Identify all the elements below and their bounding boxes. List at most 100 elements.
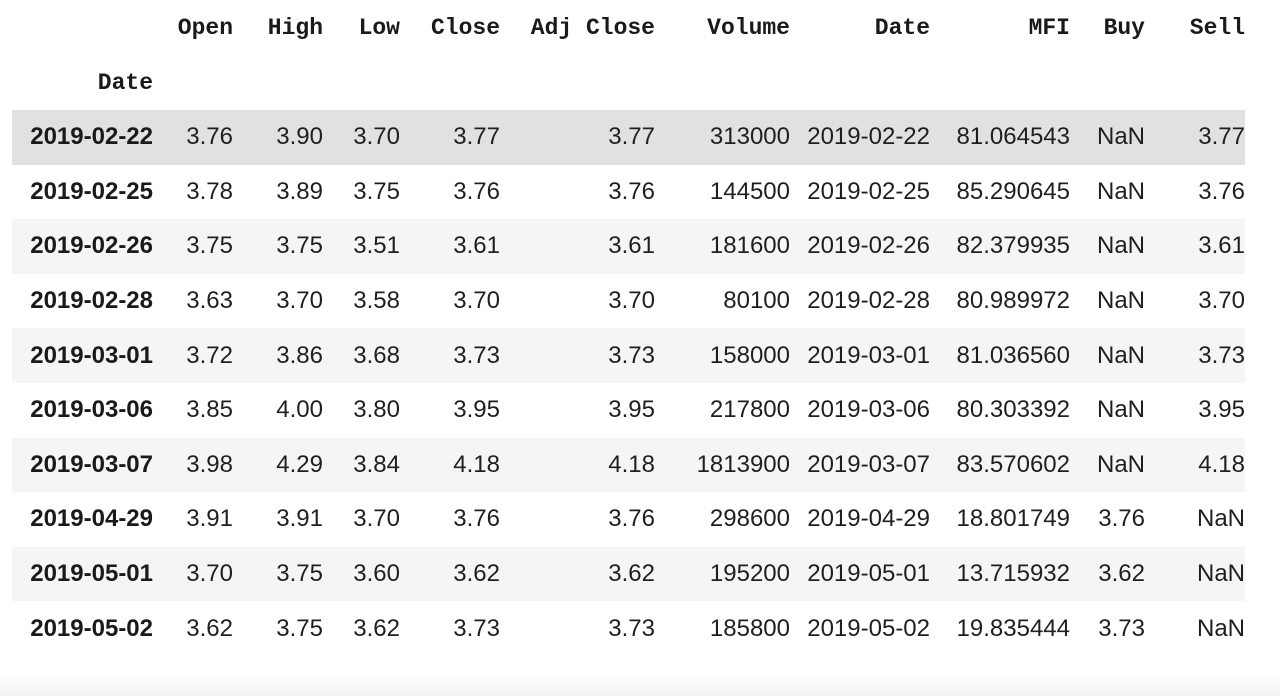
cell-date: 2019-03-07 [807,450,930,478]
index-name-row: Date [12,55,1245,110]
row-index-cell: 2019-05-01 [30,560,153,588]
table-row: 2019-05-02 3.62 3.75 3.62 3.73 3.73 185800 2019… [12,601,1245,656]
cell-open: 3.78 [186,177,233,205]
cell-low: 3.70 [353,505,400,533]
cell-open: 3.75 [186,232,233,260]
table-row: 2019-02-26 3.75 3.75 3.51 3.61 3.61 181600 2019… [12,219,1245,274]
cell-date: 2019-03-01 [807,341,930,369]
cell-volume: 181600 [709,232,790,260]
cell-sell: NaN [1196,614,1245,642]
cell-close: 3.77 [453,123,500,151]
cell-date: 2019-02-28 [807,287,930,315]
cell-high: 4.29 [276,450,323,478]
row-index-cell: 2019-04-29 [30,505,153,533]
column-header-low: Low [358,14,400,41]
header-spacer-cell [233,55,323,110]
column-header-buy: Buy [1103,14,1145,41]
cell-date: 2019-05-02 [807,614,930,642]
row-index-cell: 2019-05-02 [30,614,153,642]
table-row: 2019-04-29 3.91 3.91 3.70 3.76 3.76 298600 2019… [12,492,1245,547]
cell-close: 3.76 [453,505,500,533]
column-header-sell: Sell [1189,14,1245,41]
row-index-cell: 2019-02-28 [30,287,153,315]
cell-volume: 158000 [709,341,790,369]
table-row: 2019-03-01 3.72 3.86 3.68 3.73 3.73 158000 2019… [12,328,1245,383]
dataframe-body: 2019-02-22 3.76 3.90 3.70 3.77 3.77 313000 2019… [12,110,1245,656]
cell-adj-close: 3.76 [608,505,655,533]
column-header-row: Open High Low Close Adj Close Volume Date MFI Bu… [12,0,1245,55]
table-row: 2019-02-25 3.78 3.89 3.75 3.76 3.76 144500 2019… [12,164,1245,220]
cell-adj-close: 3.62 [608,560,655,588]
cell-close: 3.73 [453,341,500,369]
cell-adj-close: 3.73 [608,614,655,642]
cell-sell: 3.70 [1198,287,1245,315]
table-row: 2019-03-07 3.98 4.29 3.84 4.18 4.18 1813900 201… [12,437,1245,493]
cell-low: 3.84 [353,450,400,478]
cell-mfi: 81.064543 [956,123,1070,151]
header-spacer-cell [323,55,400,110]
header-spacer-cell [655,55,790,110]
column-header-mfi: MFI [1028,14,1070,41]
cell-high: 3.75 [276,232,323,260]
cell-buy: 3.62 [1098,560,1145,588]
row-index-cell: 2019-03-01 [30,341,153,369]
row-index-cell: 2019-03-07 [30,450,153,478]
column-header-open: Open [177,14,233,41]
cell-low: 3.60 [353,560,400,588]
cell-volume: 313000 [709,123,790,151]
cell-open: 3.85 [186,396,233,424]
cell-high: 3.89 [276,177,323,205]
index-name-cell: Date [97,69,153,96]
row-index-cell: 2019-02-26 [30,232,153,260]
cell-mfi: 19.835444 [956,614,1070,642]
cell-volume: 217800 [709,396,790,424]
cell-volume: 298600 [709,505,790,533]
cell-adj-close: 4.18 [608,450,655,478]
row-index-cell: 2019-02-25 [30,177,153,205]
table-row: 2019-03-06 3.85 4.00 3.80 3.95 3.95 217800 2019… [12,382,1245,438]
cell-open: 3.62 [186,614,233,642]
header-spacer-cell [500,55,655,110]
cell-low: 3.51 [353,232,400,260]
cell-adj-close: 3.95 [608,396,655,424]
header-spacer-cell [790,55,930,110]
cell-low: 3.80 [353,396,400,424]
cell-open: 3.91 [186,505,233,533]
cell-high: 3.91 [276,505,323,533]
next-cell-edge [0,670,1280,696]
column-header-high: High [267,14,323,41]
cell-volume: 144500 [709,177,790,205]
cell-open: 3.76 [186,123,233,151]
dataframe-table: Open High Low Close Adj Close Volume Date MFI Bu… [12,0,1245,656]
cell-high: 3.90 [276,123,323,151]
table-row: 2019-02-22 3.76 3.90 3.70 3.77 3.77 313000 2019… [12,110,1245,165]
column-header-volume: Volume [707,14,790,41]
header-spacer-cell [400,55,500,110]
cell-mfi: 83.570602 [956,450,1070,478]
cell-low: 3.58 [353,287,400,315]
cell-adj-close: 3.70 [608,287,655,315]
cell-low: 3.68 [353,341,400,369]
cell-buy: NaN [1096,232,1145,260]
cell-date: 2019-02-26 [807,232,930,260]
cell-low: 3.62 [353,614,400,642]
dataframe-head: Open High Low Close Adj Close Volume Date MFI Bu… [12,0,1245,110]
column-header-close: Close [430,14,500,41]
cell-open: 3.72 [186,341,233,369]
cell-open: 3.98 [186,450,233,478]
cell-sell: NaN [1196,560,1245,588]
cell-high: 3.70 [276,287,323,315]
column-header-adj-close: Adj Close [530,14,655,41]
cell-high: 3.75 [276,560,323,588]
row-index-cell: 2019-02-22 [30,123,153,151]
cell-close: 3.76 [453,177,500,205]
cell-sell: 3.61 [1198,232,1245,260]
table-row: 2019-05-01 3.70 3.75 3.60 3.62 3.62 195200 2019… [12,546,1245,602]
index-corner-cell [12,0,153,55]
cell-sell: 4.18 [1198,450,1245,478]
cell-mfi: 13.715932 [956,560,1070,588]
cell-buy: NaN [1096,396,1145,424]
cell-buy: NaN [1096,341,1145,369]
cell-mfi: 81.036560 [956,341,1070,369]
cell-open: 3.63 [186,287,233,315]
